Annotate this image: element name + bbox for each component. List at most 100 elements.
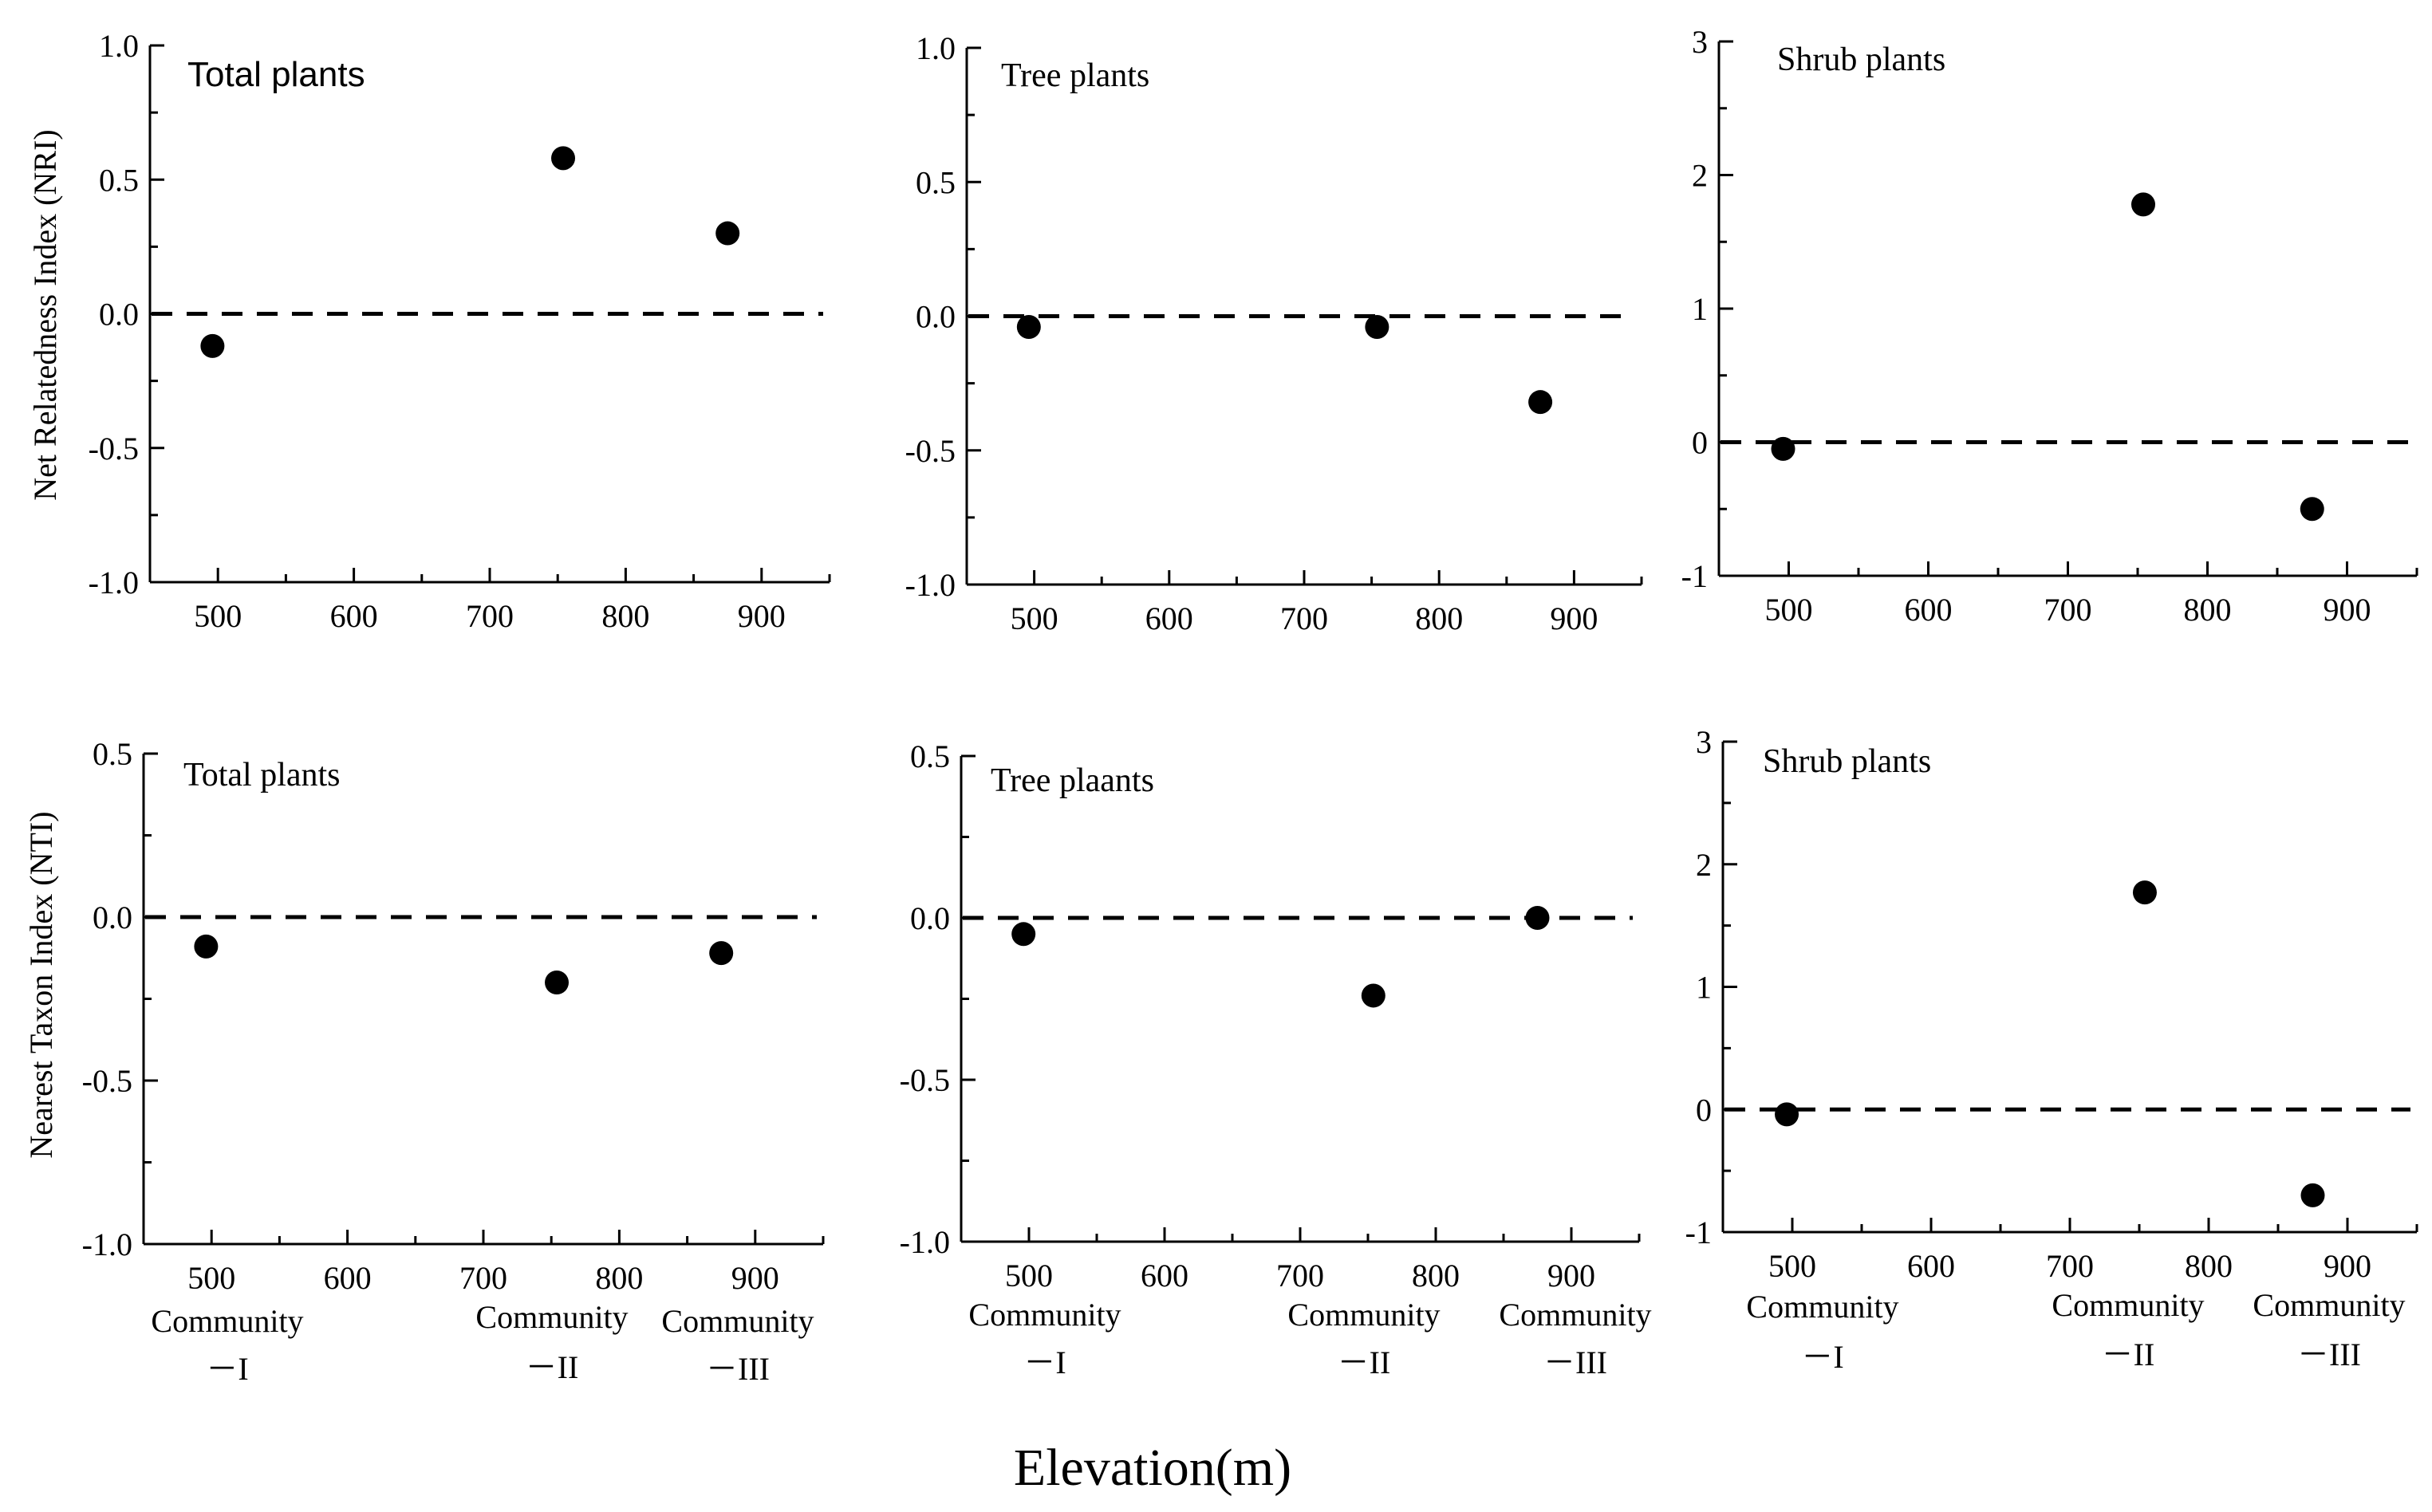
data-point bbox=[1011, 922, 1036, 947]
y-tick-label: -1.0 bbox=[82, 1227, 132, 1262]
ylabel-nri: Net Relatedness Index (NRI) bbox=[27, 129, 63, 500]
panel-bottom-middle: -1.0 -0.5 0.0 0.5 500 600 700 800 900 Tree plaant… bbox=[900, 738, 1641, 1293]
x-tick-label: 600 bbox=[1905, 592, 1953, 628]
x-tick-label: 800 bbox=[595, 1260, 643, 1296]
panel-bottom-right: -1 0 1 2 3 500 600 700 800 900 Shrub plants bbox=[1685, 724, 2418, 1284]
data-point bbox=[545, 971, 570, 994]
data-point bbox=[709, 941, 734, 966]
data-point bbox=[1361, 983, 1385, 1008]
community-label-numeral: －III bbox=[2297, 1337, 2361, 1372]
x-tick-label: 600 bbox=[1141, 1258, 1188, 1293]
y-tick-label: -0.5 bbox=[900, 1062, 950, 1098]
y-tick-label: 0 bbox=[1696, 1092, 1712, 1128]
community-label-numeral: －III bbox=[1543, 1345, 1607, 1380]
x-tick-label: 500 bbox=[1765, 592, 1813, 628]
x-tick-label: 900 bbox=[2324, 592, 2371, 628]
x-tick-label: 600 bbox=[330, 598, 378, 634]
data-point bbox=[2132, 880, 2157, 905]
community-label-name: Community bbox=[2253, 1287, 2405, 1323]
xlabel-elevation: Elevation(m) bbox=[1014, 1439, 1291, 1497]
x-tick-label: 600 bbox=[1907, 1248, 1955, 1284]
y-tick-label: -0.5 bbox=[905, 433, 956, 469]
y-tick-label: 1 bbox=[1692, 291, 1708, 327]
y-tick-label: 0.5 bbox=[910, 738, 950, 774]
y-tick-label: 0.0 bbox=[99, 297, 139, 333]
x-tick-label: 900 bbox=[1547, 1258, 1595, 1293]
data-point bbox=[1775, 1102, 1799, 1127]
panel-top-middle: -1.0 -0.5 0.0 0.5 1.0 500 600 700 800 900 Tree pla… bbox=[905, 30, 1643, 636]
data-point bbox=[715, 221, 740, 246]
y-tick-label: 1 bbox=[1696, 970, 1712, 1006]
y-tick-label: 3 bbox=[1696, 724, 1712, 760]
x-tick-label: 900 bbox=[2324, 1248, 2371, 1284]
community-label-numeral: －II bbox=[2102, 1337, 2155, 1372]
y-tick-label: -0.5 bbox=[82, 1063, 132, 1099]
y-tick-label: 0.0 bbox=[910, 900, 950, 936]
data-point bbox=[200, 333, 225, 358]
community-label-name: Community bbox=[968, 1297, 1121, 1333]
y-tick-label: -1.0 bbox=[89, 565, 139, 600]
y-tick-label: 3 bbox=[1692, 24, 1708, 60]
x-tick-label: 800 bbox=[1415, 600, 1463, 636]
y-tick-label: -1.0 bbox=[905, 567, 956, 603]
x-tick-label: 500 bbox=[1005, 1258, 1053, 1293]
x-tick-label: 700 bbox=[2044, 592, 2092, 628]
x-tick-label: 800 bbox=[2185, 1248, 2233, 1284]
community-label-numeral: －II bbox=[526, 1349, 579, 1385]
y-tick-label: 2 bbox=[1696, 847, 1712, 883]
x-tick-label: 500 bbox=[187, 1260, 235, 1296]
community-label-numeral: －III bbox=[706, 1351, 770, 1387]
community-label-numeral: －I bbox=[1023, 1345, 1066, 1380]
x-tick-label: 500 bbox=[1011, 600, 1058, 636]
x-tick-label: 700 bbox=[459, 1260, 507, 1296]
panel-title: Tree plants bbox=[1001, 57, 1149, 94]
panel-title: Shrub plants bbox=[1777, 41, 1945, 78]
panel-top-left: -1.0 -0.5 0.0 0.5 1.0 500 600 700 800 900 Total pl… bbox=[89, 28, 831, 634]
y-tick-label: -1.0 bbox=[900, 1224, 950, 1260]
data-point bbox=[1525, 906, 1550, 930]
panel-title: Total plants bbox=[183, 757, 341, 793]
x-tick-label: 700 bbox=[2046, 1248, 2094, 1284]
y-tick-label: 0.5 bbox=[916, 164, 956, 200]
community-label-name: Community bbox=[151, 1303, 303, 1339]
x-tick-label: 500 bbox=[194, 598, 242, 634]
community-labels: Community －I Community －II Community －III Comm… bbox=[151, 1287, 2405, 1387]
x-tick-label: 800 bbox=[1412, 1258, 1460, 1293]
x-tick-label: 900 bbox=[1550, 600, 1598, 636]
y-tick-label: 1.0 bbox=[99, 28, 139, 64]
y-tick-label: 0.5 bbox=[99, 162, 139, 198]
community-label-name: Community bbox=[1499, 1297, 1651, 1333]
data-point bbox=[2300, 1183, 2325, 1207]
y-tick-label: -1 bbox=[1681, 558, 1708, 594]
x-tick-label: 900 bbox=[738, 598, 786, 634]
panel-title: Tree plaants bbox=[991, 762, 1154, 799]
x-tick-label: 600 bbox=[1145, 600, 1193, 636]
y-tick-label: 0 bbox=[1692, 425, 1708, 461]
ylabel-nti: Nearest Taxon Index (NTI) bbox=[23, 811, 59, 1158]
community-label-numeral: －I bbox=[1801, 1339, 1843, 1375]
community-label-name: Community bbox=[661, 1303, 814, 1339]
y-tick-label: 0.5 bbox=[93, 736, 132, 772]
x-tick-label: 800 bbox=[2184, 592, 2232, 628]
data-point bbox=[2131, 192, 2155, 217]
panel-title: Shrub plants bbox=[1763, 743, 1931, 780]
x-tick-label: 600 bbox=[324, 1260, 372, 1296]
panel-title: Total plants bbox=[187, 55, 365, 94]
community-label-name: Community bbox=[2052, 1287, 2204, 1323]
x-tick-label: 900 bbox=[731, 1260, 779, 1296]
data-point bbox=[1528, 390, 1553, 415]
community-label-numeral: －I bbox=[206, 1351, 248, 1387]
data-point bbox=[2300, 497, 2324, 522]
x-tick-label: 800 bbox=[601, 598, 649, 634]
data-point bbox=[1771, 436, 1795, 461]
y-tick-label: 2 bbox=[1692, 158, 1708, 194]
x-tick-label: 700 bbox=[1276, 1258, 1324, 1293]
y-tick-label: -1 bbox=[1685, 1215, 1712, 1250]
community-label-numeral: －II bbox=[1338, 1345, 1391, 1380]
data-point bbox=[194, 934, 219, 959]
x-tick-label: 500 bbox=[1768, 1248, 1816, 1284]
y-tick-label: 0.0 bbox=[916, 299, 956, 335]
panel-top-right: -1 0 1 2 3 500 600 700 800 900 Shrub plants bbox=[1681, 24, 2418, 628]
community-label-name: Community bbox=[475, 1299, 628, 1335]
